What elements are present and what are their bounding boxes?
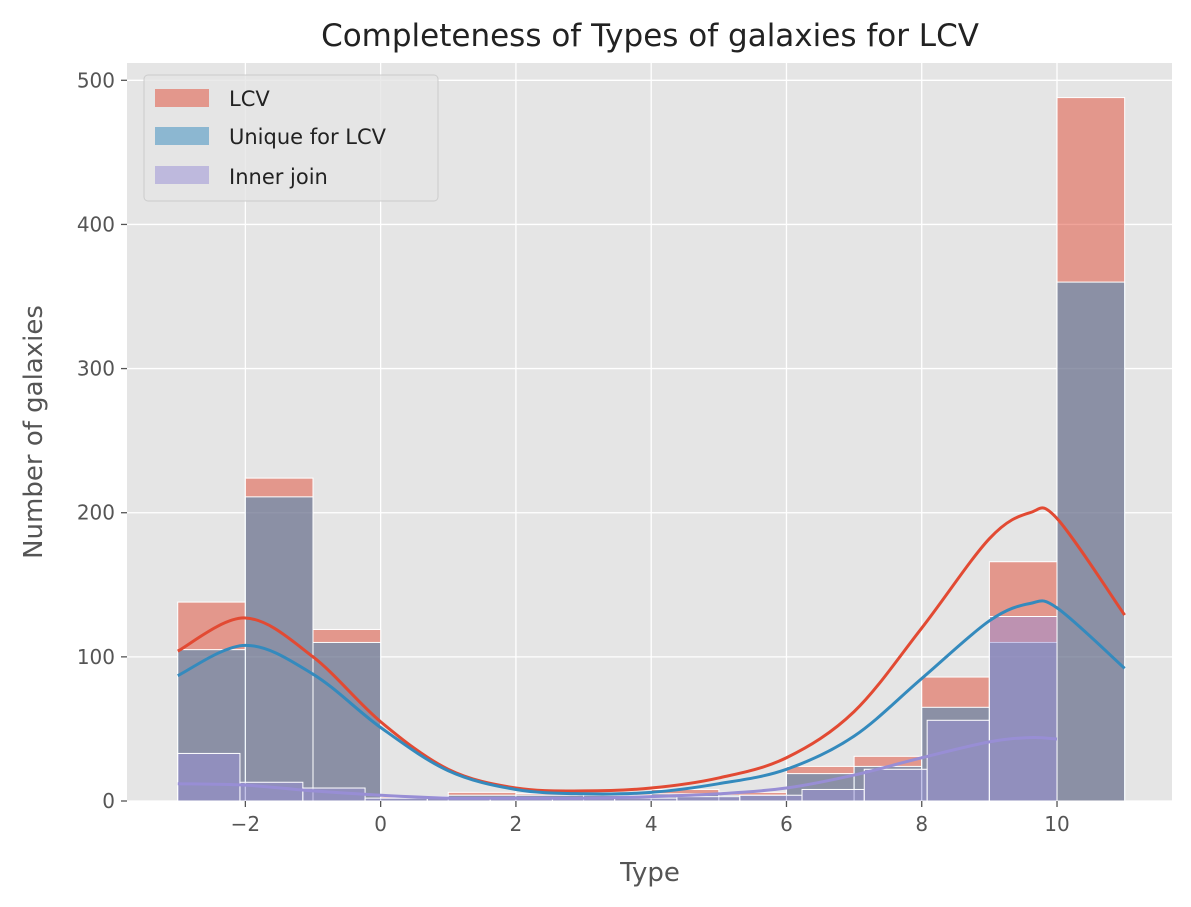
kde-line-lcv [177, 506, 1126, 793]
bar-unique-for-lcv [1056, 281, 1126, 802]
y-axis-title: Number of galaxies [19, 305, 49, 559]
y-axis-ticks: 0 100 200 300 400 500 [77, 68, 127, 813]
legend-item-inner-join: Inner join [155, 165, 328, 189]
x-tick-label: 10 [1044, 812, 1069, 836]
x-axis-title: Type [619, 858, 680, 888]
bar-inner-join [177, 752, 241, 802]
legend-label-lcv: LCV [229, 87, 270, 111]
y-tick-label: 100 [77, 645, 115, 669]
plot-area [127, 63, 1172, 802]
x-tick-label: −2 [231, 812, 260, 836]
kde-curves [177, 506, 1126, 800]
y-tick-label: 0 [102, 789, 115, 813]
y-tick-label: 400 [77, 212, 115, 236]
bar-inner-join [863, 768, 928, 802]
legend-swatch-unique-for-lcv [155, 127, 209, 145]
legend-swatch-inner-join [155, 166, 209, 184]
x-tick-label: 4 [645, 812, 658, 836]
x-tick-label: 6 [780, 812, 793, 836]
bar-inner-join [739, 794, 803, 802]
legend-swatch-lcv [155, 89, 209, 107]
kde-line-inner-join [177, 735, 1058, 800]
bar-inner-join [988, 616, 1058, 802]
legend-label-inner-join: Inner join [229, 165, 328, 189]
bar-inner-join [926, 719, 990, 802]
legend-label-unique-for-lcv: Unique for LCV [229, 125, 387, 149]
x-axis-ticks: −2 0 2 4 6 8 10 [231, 801, 1070, 836]
x-tick-label: 0 [374, 812, 387, 836]
bar-unique-for-lcv [244, 496, 314, 802]
legend-item-lcv: LCV [155, 87, 270, 111]
x-tick-label: 8 [915, 812, 928, 836]
chart-title: Completeness of Types of galaxies for LC… [321, 18, 979, 54]
kde-line-unique-for-lcv [177, 599, 1126, 796]
bar-unique-for-lcv [312, 641, 382, 802]
bar-inner-join [801, 788, 865, 802]
x-tick-label: 2 [510, 812, 523, 836]
y-tick-label: 200 [77, 501, 115, 525]
y-tick-label: 500 [77, 68, 115, 92]
y-tick-label: 300 [77, 357, 115, 381]
legend-item-unique-for-lcv: Unique for LCV [155, 125, 387, 149]
legend: LCV Unique for LCV Inner join [143, 74, 439, 202]
bar-inner-join [676, 796, 741, 802]
legend-frame [143, 74, 439, 202]
